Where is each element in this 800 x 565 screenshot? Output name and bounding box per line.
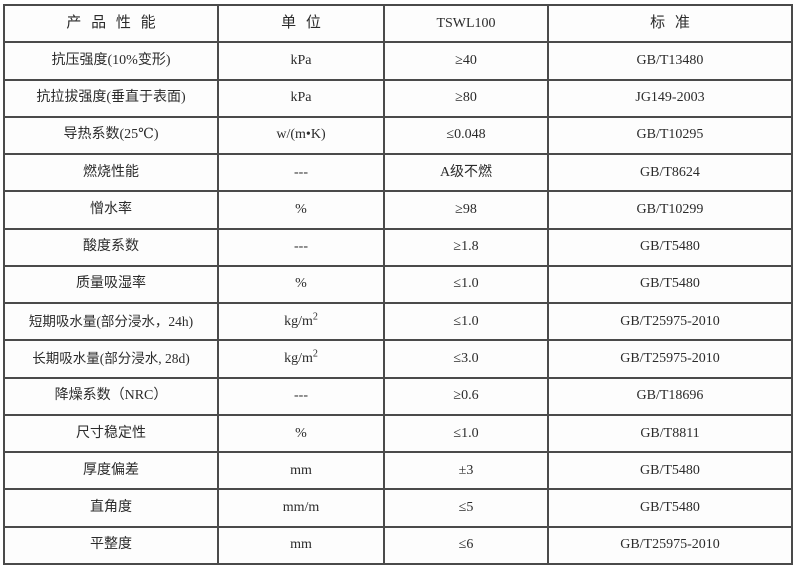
cell-value: ≤3.0	[383, 339, 549, 379]
cell-standard: GB/T8811	[547, 413, 793, 454]
cell-value: A级不燃	[383, 153, 549, 193]
cell-unit: kPa	[217, 41, 385, 81]
cell-property: 抗压强度(10%变形)	[3, 41, 219, 81]
cell-unit-text: ---	[294, 388, 308, 404]
table-row: 尺寸稳定性% ≤1.0 GB/T8811	[3, 413, 793, 454]
cell-unit: %	[217, 190, 385, 230]
cell-property: 尺寸稳定性	[3, 413, 219, 454]
column-header-model: TSWL100	[383, 3, 549, 44]
cell-unit-text: mm	[290, 462, 312, 478]
cell-unit-text: kg/m	[284, 313, 313, 329]
cell-unit-text: w/(m•K)	[276, 127, 326, 143]
cell-standard: GB/T13480	[547, 41, 793, 81]
cell-property: 降燥系数（NRC）	[3, 376, 219, 416]
cell-value: ≥98	[383, 190, 549, 230]
cell-property: 短期吸水量(部分浸水，24h)	[3, 302, 219, 342]
cell-property: 导热系数(25℃)	[3, 115, 219, 156]
cell-standard: GB/T25975-2010	[547, 302, 793, 342]
cell-standard: GB/T5480	[547, 227, 793, 267]
cell-value: ≥1.8	[383, 227, 549, 267]
table-row: 质量吸湿率% ≤1.0 GB/T5480	[3, 264, 793, 305]
table-header: 产 品 性 能 单 位 TSWL100 标 准	[3, 3, 793, 44]
cell-value: ≥40	[383, 41, 549, 81]
cell-unit-text: kPa	[290, 90, 312, 106]
table-body: 抗压强度(10%变形) kPa ≥40 GB/T13480 抗拉拔强度(垂直于表面) kP…	[3, 41, 793, 565]
cell-unit: ---	[217, 376, 385, 416]
cell-value: ≥0.6	[383, 376, 549, 416]
cell-unit-text: kPa	[290, 52, 312, 68]
table-header-row: 产 品 性 能 单 位 TSWL100 标 准	[3, 3, 793, 44]
cell-standard: GB/T5480	[547, 451, 793, 491]
cell-unit: ---	[217, 153, 385, 193]
product-specification-table: 产 品 性 能 单 位 TSWL100 标 准 抗压强度(10%变形) kPa ≥4…	[3, 3, 793, 565]
table-row: 憎水率% ≥98 GB/T10299	[3, 190, 793, 230]
cell-property: 酸度系数	[3, 227, 219, 267]
cell-unit-exponent: 2	[312, 311, 318, 323]
table-row: 抗压强度(10%变形) kPa ≥40 GB/T13480	[3, 41, 793, 81]
column-header-property: 产 品 性 能	[3, 3, 219, 44]
cell-value: ≤1.0	[383, 302, 549, 342]
cell-unit-exponent: 2	[312, 348, 318, 360]
cell-standard: GB/T10295	[547, 115, 793, 156]
cell-value: ≤5	[383, 488, 549, 528]
cell-unit-text: ---	[294, 239, 308, 255]
table-row: 直角度 mm/m ≤5 GB/T5480	[3, 488, 793, 528]
cell-unit: w/(m•K)	[217, 115, 385, 156]
cell-standard: GB/T5480	[547, 264, 793, 305]
cell-value: ≤1.0	[383, 264, 549, 305]
table-row: 燃烧性能 --- A级不燃 GB/T8624	[3, 153, 793, 193]
cell-value: ≤6	[383, 525, 549, 565]
table-row: 长期吸水量(部分浸水, 28d) kg/m2 ≤3.0 GB/T25975-2010	[3, 339, 793, 379]
cell-value: ≥80	[383, 78, 549, 118]
cell-standard: GB/T18696	[547, 376, 793, 416]
cell-standard: GB/T25975-2010	[547, 525, 793, 565]
cell-unit: kg/m2	[217, 302, 385, 342]
cell-unit-text: %	[295, 425, 307, 441]
table-row: 厚度偏差 mm ±3 GB/T5480	[3, 451, 793, 491]
cell-value: ≤0.048	[383, 115, 549, 156]
column-header-unit: 单 位	[217, 3, 385, 44]
product-specification-sheet: 产 品 性 能 单 位 TSWL100 标 准 抗压强度(10%变形) kPa ≥4…	[3, 3, 793, 565]
table-row: 抗拉拔强度(垂直于表面) kPa ≥80 JG149-2003	[3, 78, 793, 118]
cell-property: 抗拉拔强度(垂直于表面)	[3, 78, 219, 118]
cell-value: ≤1.0	[383, 413, 549, 454]
cell-unit-text: %	[295, 201, 307, 217]
cell-property: 厚度偏差	[3, 451, 219, 491]
column-header-standard: 标 准	[547, 3, 793, 44]
cell-value: ±3	[383, 451, 549, 491]
cell-property: 憎水率	[3, 190, 219, 230]
cell-property: 直角度	[3, 488, 219, 528]
table-row: 降燥系数（NRC） --- ≥0.6 GB/T18696	[3, 376, 793, 416]
table-row: 导热系数(25℃) w/(m•K) ≤0.048 GB/T10295	[3, 115, 793, 156]
cell-unit-text: %	[295, 276, 307, 292]
cell-unit-text: mm	[290, 537, 312, 553]
table-row: 短期吸水量(部分浸水，24h) kg/m2 ≤1.0 GB/T25975-2010	[3, 302, 793, 342]
cell-unit: %	[217, 413, 385, 454]
cell-standard: GB/T5480	[547, 488, 793, 528]
cell-standard: JG149-2003	[547, 78, 793, 118]
cell-unit-text: ---	[294, 164, 308, 180]
cell-unit-text: kg/m	[284, 350, 313, 366]
cell-unit: mm	[217, 525, 385, 565]
cell-standard: GB/T8624	[547, 153, 793, 193]
cell-unit: kPa	[217, 78, 385, 118]
cell-unit: mm	[217, 451, 385, 491]
cell-property: 长期吸水量(部分浸水, 28d)	[3, 339, 219, 379]
cell-unit-text: mm/m	[282, 500, 320, 516]
cell-standard: GB/T10299	[547, 190, 793, 230]
cell-unit: %	[217, 264, 385, 305]
cell-property: 质量吸湿率	[3, 264, 219, 305]
table-row: 平整度 mm ≤6 GB/T25975-2010	[3, 525, 793, 565]
cell-unit: mm/m	[217, 488, 385, 528]
cell-property: 燃烧性能	[3, 153, 219, 193]
cell-unit: kg/m2	[217, 339, 385, 379]
cell-unit: ---	[217, 227, 385, 267]
cell-property: 平整度	[3, 525, 219, 565]
cell-standard: GB/T25975-2010	[547, 339, 793, 379]
table-row: 酸度系数 --- ≥1.8 GB/T5480	[3, 227, 793, 267]
